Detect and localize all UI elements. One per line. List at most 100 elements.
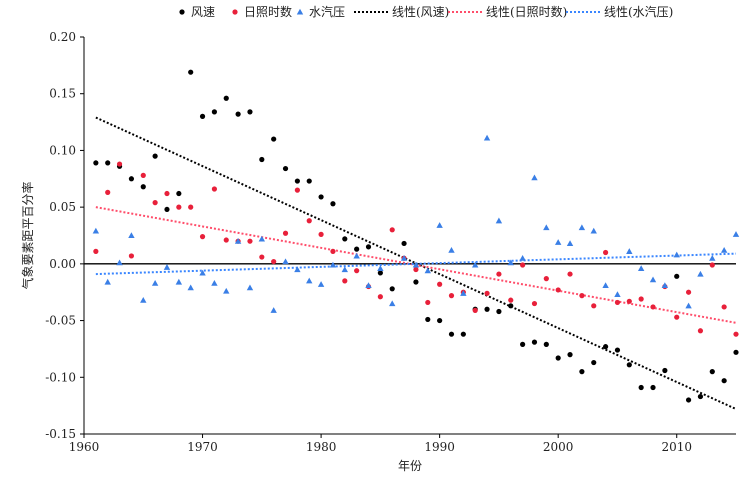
data-point (235, 111, 241, 117)
data-point (247, 109, 253, 115)
data-point (508, 297, 514, 303)
data-point (448, 331, 455, 337)
y-tick-label: -0.10 (45, 370, 76, 384)
data-point (531, 174, 538, 181)
data-point (566, 240, 574, 246)
data-point (164, 206, 170, 213)
data-point (354, 268, 360, 274)
data-point (424, 267, 431, 274)
x-tick-label: 1970 (187, 440, 218, 454)
data-point (377, 270, 383, 276)
data-point (603, 344, 609, 350)
data-point (223, 95, 229, 101)
data-point (567, 352, 573, 358)
data-point (211, 109, 217, 115)
data-point (413, 279, 419, 285)
data-point (140, 296, 147, 303)
data-point (531, 300, 538, 307)
data-point (520, 262, 526, 268)
data-point (271, 136, 277, 142)
data-point (520, 341, 526, 347)
data-point (330, 201, 336, 207)
data-point (543, 224, 550, 231)
legend-label: 线性(风速) (392, 5, 449, 19)
data-point (614, 299, 621, 306)
data-point (626, 362, 632, 368)
axes: -0.15 -0.10 -0.05 0.00 0.05 0.10 0.15 0.20 1960 1… (45, 30, 736, 454)
data-point (709, 254, 716, 261)
y-tick-label: 0.05 (49, 200, 76, 214)
x-tick-label: 2000 (543, 440, 574, 454)
data-point (626, 248, 633, 254)
data-point (342, 236, 348, 242)
data-point (152, 200, 158, 206)
data-point (579, 369, 585, 375)
data-point (697, 328, 704, 334)
data-point (317, 281, 325, 287)
data-point (294, 187, 300, 193)
data-point (673, 251, 680, 258)
data-point (128, 253, 135, 259)
x-tick-label: 1990 (424, 440, 455, 454)
data-point (508, 303, 514, 309)
data-points-layer (92, 69, 740, 403)
data-point (93, 160, 99, 166)
data-point (306, 178, 312, 184)
x-tick-label: 2010 (661, 440, 692, 454)
data-point (342, 278, 348, 284)
data-point (496, 308, 502, 315)
data-point (400, 254, 408, 261)
data-point (354, 246, 360, 252)
data-point (721, 304, 727, 310)
data-point (341, 266, 348, 273)
data-point (638, 296, 644, 302)
data-point (211, 186, 217, 192)
data-point (507, 259, 514, 266)
y-axis-label: 气象要素距平百分率 (20, 181, 35, 289)
data-point (401, 240, 407, 247)
data-point (614, 291, 621, 298)
data-point (437, 281, 443, 287)
data-point (720, 247, 728, 253)
data-point (721, 378, 727, 384)
data-point (377, 294, 383, 300)
data-point (176, 190, 182, 197)
data-point (638, 384, 644, 391)
data-point (247, 238, 253, 244)
legend-label: 风速 (191, 5, 215, 19)
legend-label: 水汽压 (309, 4, 345, 19)
data-point (697, 393, 704, 400)
data-point (555, 287, 561, 293)
y-tick-label: 0.15 (49, 87, 76, 101)
data-point (733, 331, 739, 337)
data-point (199, 269, 206, 276)
data-point (164, 190, 170, 197)
data-point (163, 264, 171, 270)
x-tick-label: 1960 (69, 440, 100, 454)
data-point (176, 204, 182, 210)
data-point (733, 349, 739, 355)
data-point (294, 178, 300, 184)
data-point (259, 254, 265, 260)
data-point (128, 232, 135, 239)
data-point (674, 273, 680, 279)
trend-line (95, 116, 737, 410)
data-point (602, 282, 609, 288)
y-tick-label: 0.10 (49, 143, 76, 157)
data-point (697, 270, 704, 277)
data-point (282, 165, 289, 172)
data-point (685, 289, 692, 295)
data-point (188, 204, 194, 210)
data-point (259, 156, 265, 163)
data-point (531, 339, 538, 345)
data-point (175, 278, 183, 285)
data-point (389, 286, 395, 292)
data-point (603, 249, 609, 256)
legend-label: 线性(日照时数) (486, 4, 567, 19)
data-point (329, 261, 337, 268)
data-point (270, 307, 277, 313)
data-point (389, 300, 396, 307)
y-tick-label: -0.15 (45, 427, 76, 441)
data-point (662, 367, 668, 374)
data-point (116, 259, 123, 266)
